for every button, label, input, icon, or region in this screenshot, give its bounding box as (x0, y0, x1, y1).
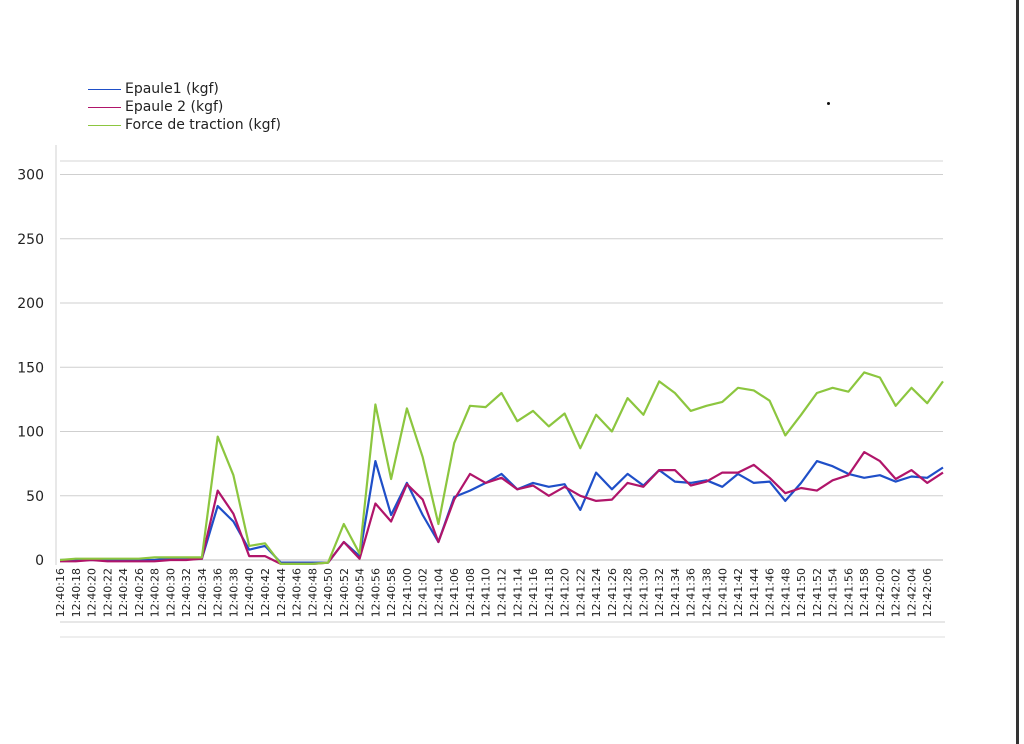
x-tick-label-12-41-20: 12:41:20 (559, 568, 572, 617)
x-tick-label-12-40-40: 12:40:40 (243, 568, 256, 617)
x-tick-label-12-41-44: 12:41:44 (748, 568, 761, 617)
gridlines (55, 145, 943, 565)
x-tick-label-12-40-38: 12:40:38 (227, 568, 240, 617)
x-tick-label-12-40-56: 12:40:56 (369, 568, 382, 617)
scan-speck (827, 102, 830, 105)
legend-item-force-de-traction: Force de traction (kgf) (88, 116, 281, 134)
x-tick-label-12-42-06: 12:42:06 (921, 568, 934, 617)
legend-label-epaule2: Epaule 2 (kgf) (125, 99, 224, 115)
page-edge (1016, 0, 1019, 744)
legend: Epaule1 (kgf) Epaule 2 (kgf) Force de tr… (88, 80, 281, 134)
series-line-epaule2 (60, 451, 944, 566)
x-tick-label-12-40-20: 12:40:20 (86, 568, 99, 617)
bottom-rules (60, 621, 945, 638)
x-tick-label-12-42-00: 12:42:00 (874, 568, 887, 617)
x-tick-label-12-41-06: 12:41:06 (448, 568, 461, 617)
x-tick-label-12-40-58: 12:40:58 (385, 568, 398, 617)
x-tick-label-12-40-54: 12:40:54 (354, 568, 367, 617)
x-tick-label-12-41-22: 12:41:22 (574, 568, 587, 617)
x-tick-label-12-41-08: 12:41:08 (464, 568, 477, 617)
x-tick-label-12-41-38: 12:41:38 (700, 568, 713, 617)
legend-swatch-force-de-traction (88, 124, 121, 126)
y-tick-label-300: 300 (17, 168, 44, 184)
series-line-epaule1 (60, 460, 944, 564)
x-tick-label-12-40-26: 12:40:26 (133, 568, 146, 617)
x-tick-label-12-41-56: 12:41:56 (842, 568, 855, 617)
x-tick-label-12-42-02: 12:42:02 (890, 568, 903, 617)
x-tick-label-12-40-34: 12:40:34 (196, 568, 209, 617)
x-tick-label-12-41-50: 12:41:50 (795, 568, 808, 617)
x-tick-label-12-40-42: 12:40:42 (259, 568, 272, 617)
x-tick-label-12-40-48: 12:40:48 (306, 568, 319, 617)
legend-item-epaule1: Epaule1 (kgf) (88, 80, 281, 98)
x-tick-label-12-40-30: 12:40:30 (164, 568, 177, 617)
x-tick-label-12-41-42: 12:41:42 (732, 568, 745, 617)
x-tick-label-12-41-30: 12:41:30 (637, 568, 650, 617)
x-tick-label-12-41-26: 12:41:26 (606, 568, 619, 617)
legend-item-epaule2: Epaule 2 (kgf) (88, 98, 281, 116)
x-tick-label-12-40-22: 12:40:22 (101, 568, 114, 617)
x-tick-label-12-41-18: 12:41:18 (543, 568, 556, 617)
x-tick-label-12-41-48: 12:41:48 (779, 568, 792, 617)
y-tick-label-50: 50 (26, 489, 44, 505)
x-tick-label-12-41-36: 12:41:36 (685, 568, 698, 617)
x-tick-label-12-40-46: 12:40:46 (291, 568, 304, 617)
x-tick-label-12-41-54: 12:41:54 (827, 568, 840, 617)
series-lines (59, 371, 944, 566)
legend-swatch-epaule1 (88, 88, 121, 90)
x-tick-label-12-41-04: 12:41:04 (432, 568, 445, 617)
x-tick-label-12-40-16: 12:40:16 (54, 568, 67, 617)
x-tick-label-12-40-18: 12:40:18 (70, 568, 83, 617)
y-tick-label-100: 100 (17, 425, 44, 441)
legend-swatch-epaule2 (88, 106, 121, 108)
x-tick-label-12-40-44: 12:40:44 (275, 568, 288, 617)
x-tick-label-12-40-28: 12:40:28 (149, 568, 162, 617)
x-tick-label-12-40-52: 12:40:52 (338, 568, 351, 617)
x-tick-label-12-41-14: 12:41:14 (511, 568, 524, 617)
series-line-force-de-traction (59, 371, 944, 566)
x-tick-label-12-42-04: 12:42:04 (905, 568, 918, 617)
x-tick-label-12-40-50: 12:40:50 (322, 568, 335, 617)
x-tick-label-12-41-40: 12:41:40 (716, 568, 729, 617)
x-tick-label-12-41-10: 12:41:10 (480, 568, 493, 617)
x-tick-label-12-41-28: 12:41:28 (622, 568, 635, 617)
x-tick-label-12-41-52: 12:41:52 (811, 568, 824, 617)
y-tick-label-0: 0 (35, 553, 44, 569)
x-tick-label-12-41-46: 12:41:46 (764, 568, 777, 617)
x-tick-label-12-41-16: 12:41:16 (527, 568, 540, 617)
legend-label-force-de-traction: Force de traction (kgf) (125, 117, 281, 133)
y-tick-label-250: 250 (17, 232, 44, 248)
y-tick-label-150: 150 (17, 360, 44, 376)
x-tick-label-12-40-36: 12:40:36 (212, 568, 225, 617)
y-axis: 0 50 100 150 200 250 300 (17, 168, 44, 570)
x-tick-label-12-41-02: 12:41:02 (417, 568, 430, 617)
x-tick-label-12-41-12: 12:41:12 (496, 568, 509, 617)
x-tick-label-12-41-58: 12:41:58 (858, 568, 871, 617)
x-tick-label-12-41-24: 12:41:24 (590, 568, 603, 617)
x-tick-label-12-41-00: 12:41:00 (401, 568, 414, 617)
x-tick-label-12-41-32: 12:41:32 (653, 568, 666, 617)
y-tick-label-200: 200 (17, 296, 44, 312)
x-tick-label-12-40-24: 12:40:24 (117, 568, 130, 617)
x-tick-label-12-41-34: 12:41:34 (669, 568, 682, 617)
legend-label-epaule1: Epaule1 (kgf) (125, 81, 219, 97)
x-axis: 12:40:16 12:40:18 12:40:20 12:40:22 12:40:24… (54, 568, 934, 617)
x-tick-label-12-40-32: 12:40:32 (180, 568, 193, 617)
